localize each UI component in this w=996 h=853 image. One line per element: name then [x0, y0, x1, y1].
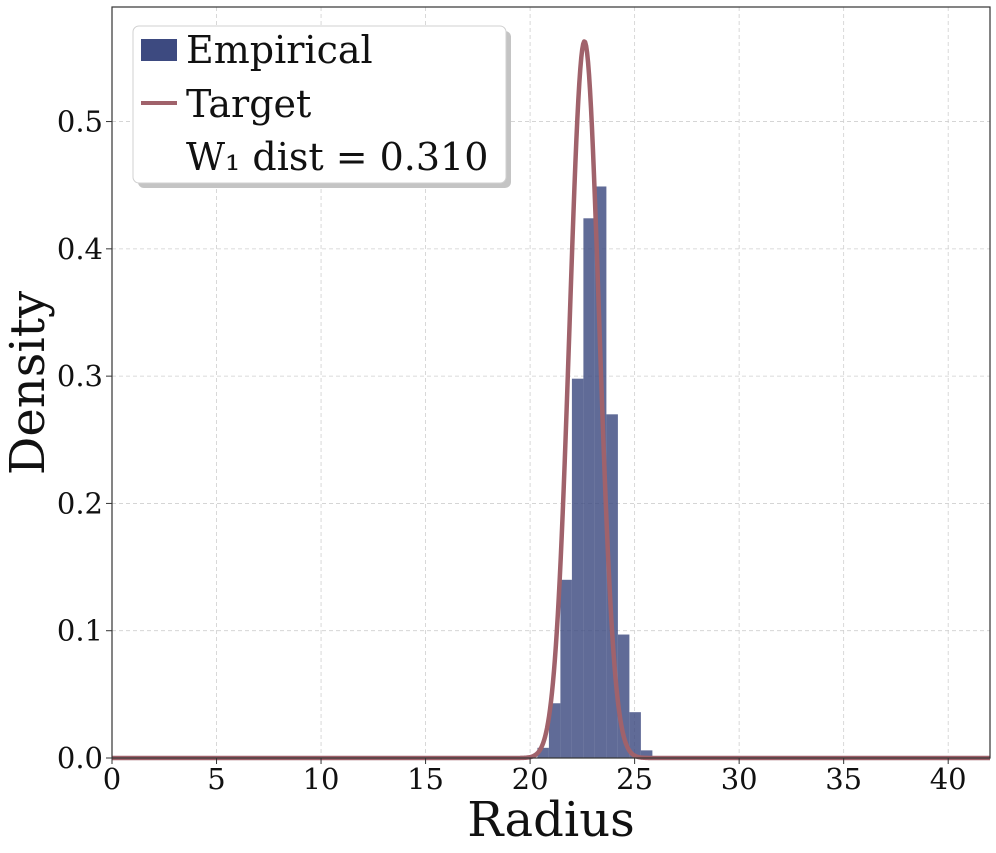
histogram-bar — [617, 634, 630, 758]
legend-empirical-label: Empirical — [186, 28, 373, 72]
histogram-bar — [560, 579, 572, 758]
y-tick-label: 0.0 — [57, 741, 103, 775]
y-tick-label: 0.3 — [57, 359, 103, 393]
legend-empirical-swatch — [141, 39, 177, 61]
histogram-bar — [629, 712, 641, 758]
y-tick-label: 0.1 — [57, 614, 103, 648]
legend-w1-annotation: W₁ dist = 0.310 — [186, 135, 488, 179]
legend-box — [132, 25, 507, 184]
y-axis-title: Density — [0, 291, 56, 475]
histogram-bar — [583, 218, 595, 758]
legend: Empirical Target W₁ dist = 0.310 — [132, 25, 511, 188]
plot-frame — [111, 6, 991, 759]
histogram-bars — [537, 186, 653, 759]
y-tick-label: 0.2 — [57, 486, 103, 520]
x-tick-label: 25 — [616, 762, 653, 796]
x-axis-title: Radius — [467, 792, 634, 848]
histogram-bar — [548, 703, 561, 758]
x-tick-label: 0 — [103, 762, 121, 796]
y-tick-label: 0.5 — [57, 105, 103, 139]
x-tick-label: 40 — [930, 762, 967, 796]
x-tick-label: 20 — [512, 762, 549, 796]
histogram-bar — [640, 750, 653, 758]
x-tick-label: 30 — [721, 762, 758, 796]
histogram-bar — [537, 747, 549, 758]
x-tick-label: 15 — [407, 762, 444, 796]
x-tick-label: 5 — [207, 762, 225, 796]
y-axis-ticks: 0.0 0.1 0.2 0.3 0.4 0.5 — [57, 105, 112, 775]
x-tick-label: 10 — [303, 762, 340, 796]
x-tick-label: 35 — [825, 762, 862, 796]
histogram-bar — [571, 378, 584, 758]
legend-target-label: Target — [186, 82, 311, 126]
histogram-bar — [594, 186, 607, 759]
x-axis-ticks: 0 5 10 15 20 25 30 35 40 — [103, 758, 967, 796]
y-tick-label: 0.4 — [57, 232, 103, 266]
histogram-bar — [606, 414, 618, 758]
